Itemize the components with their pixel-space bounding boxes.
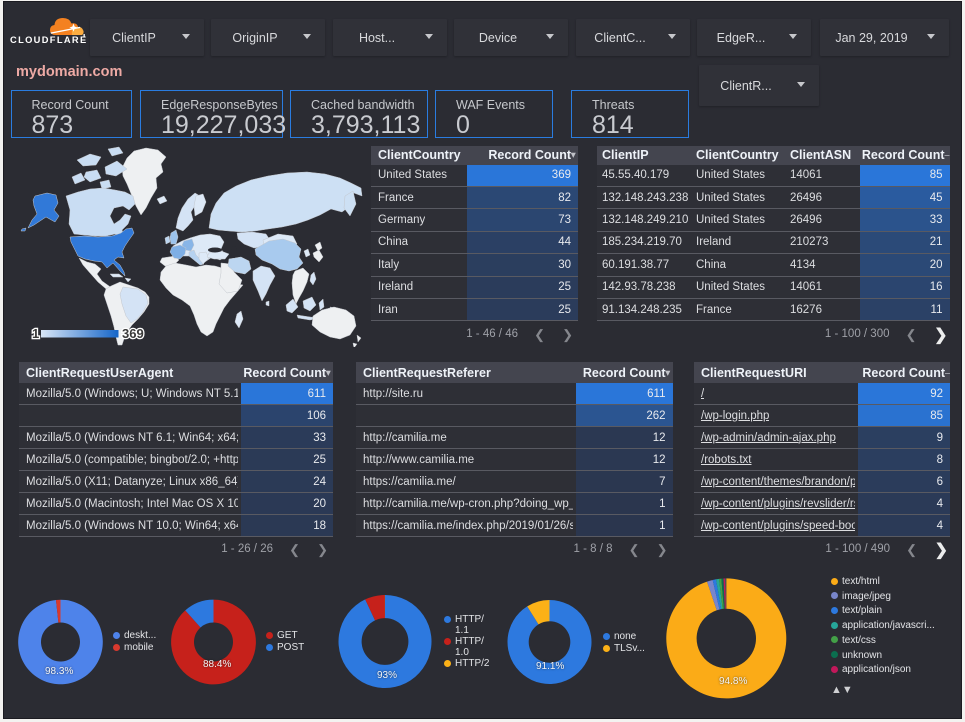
svg-text:369: 369	[122, 326, 144, 341]
svg-text:CLOUDFLARE: CLOUDFLARE	[10, 35, 86, 45]
svg-text:1: 1	[32, 326, 39, 341]
